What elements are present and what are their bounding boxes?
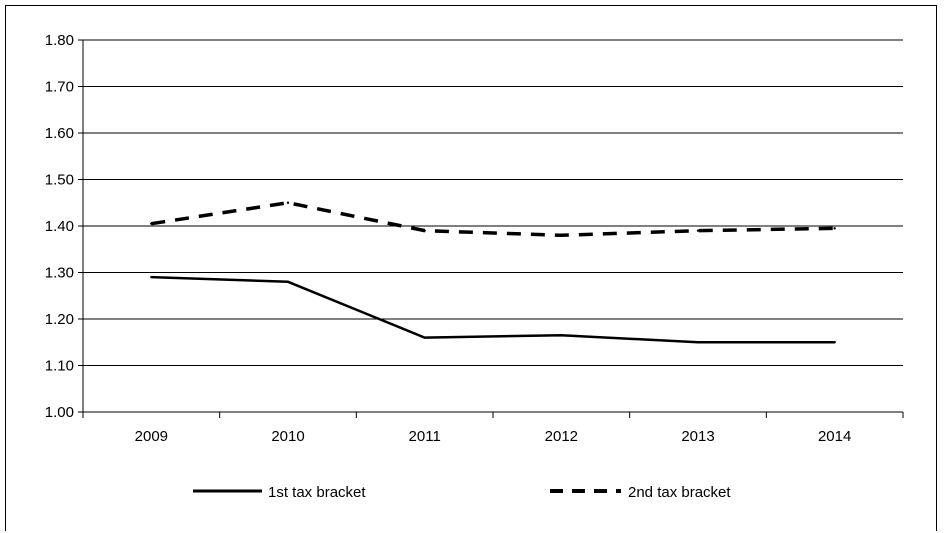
data-point [833,227,836,230]
series-line-1 [151,275,835,344]
data-point [560,334,563,337]
x-tick-label: 2010 [271,428,304,445]
y-tick-label: 1.10 [45,358,74,375]
y-tick-label: 1.30 [45,265,74,282]
y-tick-label: 1.20 [45,311,74,328]
legend-label-1: 1st tax bracket [268,484,366,501]
y-tick-label: 1.60 [45,125,74,142]
data-point [560,234,563,237]
data-point [696,229,700,232]
data-point [286,201,290,204]
data-point [423,229,426,232]
y-tick-label: 1.80 [45,32,74,49]
data-point [286,280,290,283]
axes [78,39,904,418]
series-line-2 [151,201,835,238]
gridlines [83,39,903,413]
y-tick-label: 1.00 [45,404,74,421]
data-point [150,222,153,225]
y-tick-label: 1.70 [45,79,74,96]
data-point [696,341,700,344]
legend-label-2: 2nd tax bracket [628,484,731,501]
legend: 1st tax bracket 2nd tax bracket [193,484,731,501]
y-tick-label: 1.50 [45,172,74,189]
x-tick-label: 2013 [681,428,714,445]
data-point [150,275,153,279]
y-axis-tick-labels: 1.00 1.10 1.20 1.30 1.40 1.50 1.60 1.70 1.80 [45,32,74,421]
y-tick-label: 1.40 [45,218,74,235]
x-tick-label: 2012 [545,428,578,445]
x-tick-label: 2014 [818,428,851,445]
series-lines [150,201,836,344]
chart-frame [5,5,937,531]
x-tick-label: 2011 [409,428,441,445]
x-tick-label: 2009 [135,428,168,445]
data-point [833,341,836,344]
x-axis-tick-labels: 2009 2010 2011 2012 2013 2014 [135,428,852,445]
data-point [423,336,426,339]
